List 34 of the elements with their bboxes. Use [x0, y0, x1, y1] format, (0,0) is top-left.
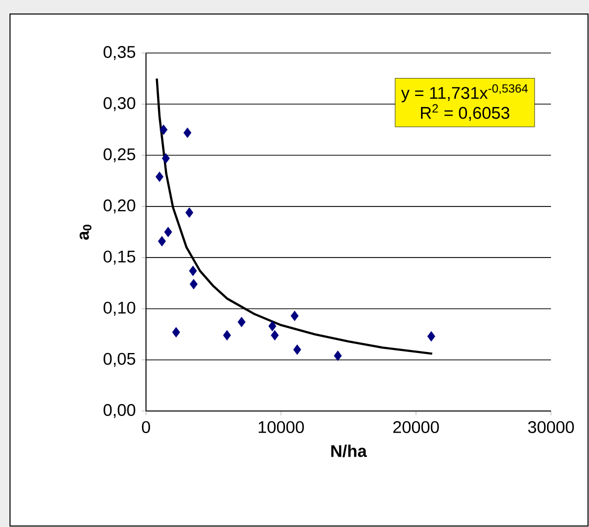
point — [334, 350, 342, 361]
x-tick-label: 20000 — [393, 421, 439, 434]
point — [223, 330, 231, 341]
y-tick-label: 0,35 — [104, 46, 136, 60]
point — [185, 207, 194, 218]
point — [270, 330, 279, 341]
point — [156, 172, 164, 182]
point — [160, 124, 168, 135]
point — [268, 320, 276, 332]
point — [427, 331, 436, 342]
y-tick-label: 0,05 — [104, 352, 136, 367]
point — [162, 153, 170, 164]
y-tick-label: 0,00 — [104, 404, 136, 418]
point — [164, 226, 172, 238]
x-tick-label: 0 — [142, 421, 150, 434]
y-tick-label: 0,10 — [104, 302, 136, 316]
text: a$_{0}$ — [80, 224, 92, 240]
point — [189, 266, 197, 276]
x-tick-label: 30000 — [528, 421, 574, 434]
point — [158, 236, 166, 246]
point — [190, 278, 198, 290]
point — [183, 128, 192, 138]
y-tick-label: 0,30 — [104, 97, 136, 112]
point — [238, 316, 246, 328]
annotation: R$^{2}$ = 0,6053 — [421, 104, 510, 121]
x-axis-title: N/ha — [331, 444, 367, 458]
x-tick-label: 10000 — [258, 421, 304, 434]
point — [172, 327, 180, 338]
annotation: y = 11,731x$^{-0,5364}$ — [401, 84, 528, 102]
point — [293, 344, 302, 355]
y-tick-label: 0,15 — [104, 250, 136, 265]
y-tick-label: 0,25 — [104, 148, 136, 162]
point — [290, 310, 299, 322]
y-tick-label: 0,20 — [104, 199, 136, 214]
